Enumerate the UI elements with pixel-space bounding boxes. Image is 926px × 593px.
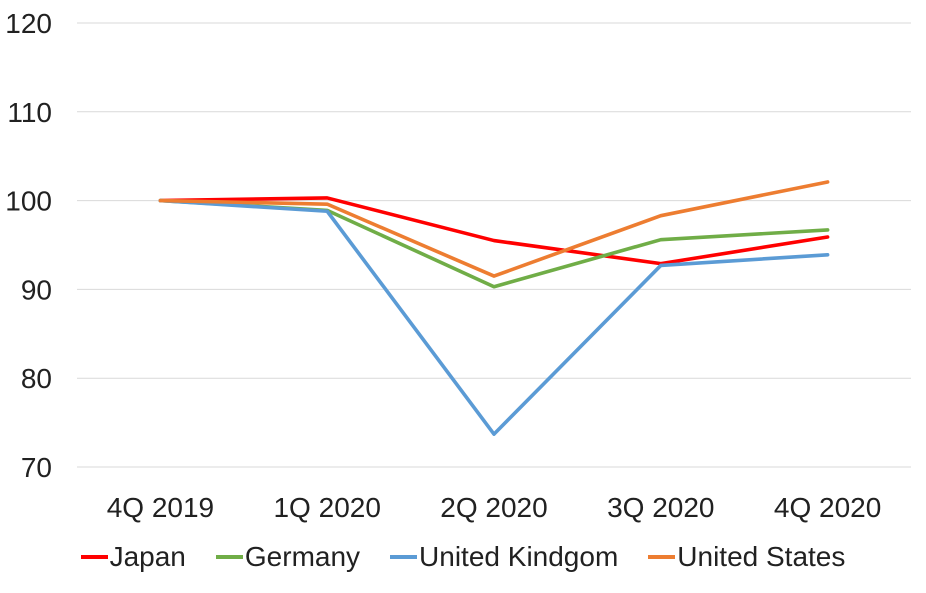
- x-axis-tick-label: 2Q 2020: [440, 492, 547, 523]
- y-axis-tick-label: 110: [7, 97, 52, 128]
- y-axis-tick-label: 70: [21, 452, 52, 483]
- legend-label: Germany: [244, 541, 361, 572]
- legend-item-germany: Germany: [215, 541, 361, 573]
- x-axis-tick-label: 3Q 2020: [607, 492, 714, 523]
- x-axis-tick-label: 1Q 2020: [273, 492, 380, 523]
- y-axis-tick-label: 80: [21, 363, 52, 394]
- legend-line-swatch-icon: [215, 555, 243, 559]
- series-line-germany: [158, 198, 830, 289]
- legend-line-swatch-icon: [80, 555, 108, 559]
- y-axis-tick-label: 100: [5, 186, 52, 217]
- legend-line-swatch-icon: [390, 555, 418, 559]
- legend-item-united-kindgom: United Kindgom: [390, 541, 618, 573]
- legend-item-united-states: United States: [648, 541, 845, 573]
- legend-label: Japan: [109, 541, 186, 572]
- line-chart: 120 110 100 90 80 70 4Q 2019 1Q 2020 2Q 2020 3Q 2…: [5, 8, 911, 523]
- legend-label: United States: [677, 541, 846, 572]
- legend-line-swatch-icon: [648, 555, 676, 559]
- legend-label: United Kindgom: [419, 541, 619, 572]
- y-axis-tick-label: 120: [5, 8, 52, 39]
- y-axis-tick-label: 90: [21, 274, 52, 305]
- series-line-united-kindgom: [158, 198, 830, 436]
- x-axis-tick-label: 4Q 2020: [774, 492, 881, 523]
- chart-legend: Japan Germany United Kindgom United States: [0, 541, 926, 573]
- series-line-japan: [158, 196, 830, 266]
- legend-item-japan: Japan: [80, 541, 186, 573]
- series-line-united-states: [158, 180, 830, 278]
- x-axis-tick-label: 4Q 2019: [107, 492, 214, 523]
